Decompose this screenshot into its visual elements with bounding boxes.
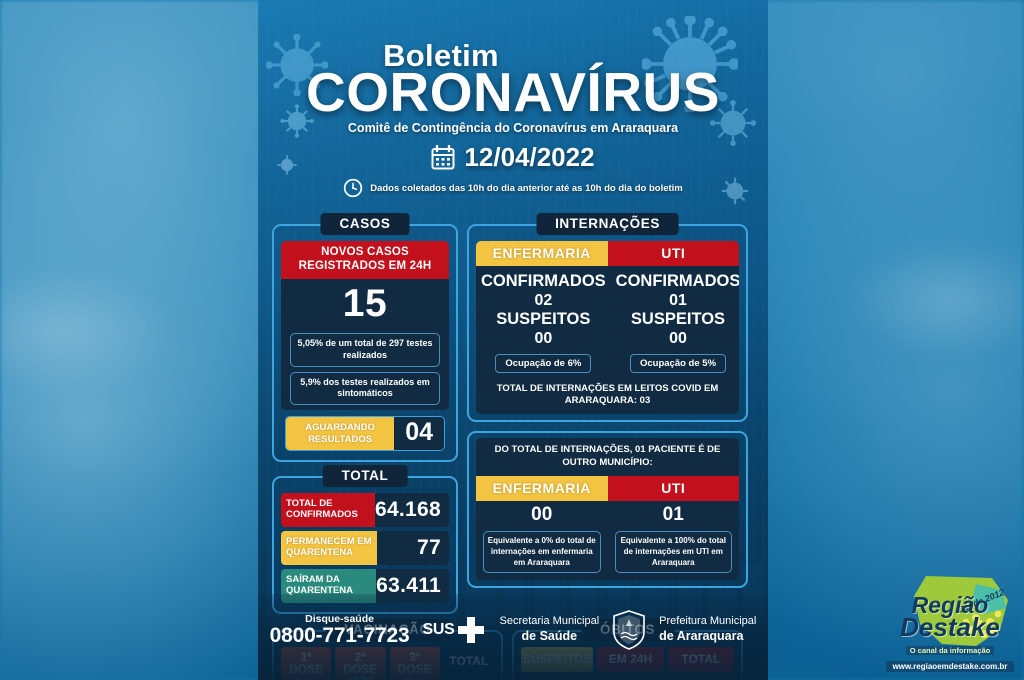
virus-icon [642, 16, 738, 112]
panel-title-casos: CASOS [320, 213, 410, 236]
enfermaria-suspeitos-value: 00 [534, 330, 553, 348]
outro-municipio-note: DO TOTAL DE INTERNAÇÕES, 01 PACIENTE É D… [494, 444, 721, 468]
table-row: TOTAL DE CONFIRMADOS 64.168 [281, 493, 449, 527]
sus-logo: SUS [422, 615, 486, 645]
panel-internacoes: INTERNAÇÕES ENFERMARIA UTI CONFIRMADOS 0… [467, 213, 748, 423]
outro-enfermaria-pill: Equivalente a 0% do total de internações… [483, 530, 601, 574]
awaiting-results-value: 04 [394, 417, 444, 451]
panel-title-internacoes: INTERNAÇÕES [536, 213, 679, 236]
internacoes-inner: ENFERMARIA UTI CONFIRMADOS 02 SUSPEITOS … [476, 241, 739, 415]
outro-municipio-headers: ENFERMARIA UTI [476, 475, 739, 501]
panel-casos: CASOS NOVOS CASOS REGISTRADOS EM 24H 15 … [272, 213, 458, 463]
virus-icon [721, 177, 749, 205]
internacoes-body: CONFIRMADOS 02 SUSPEITOS 00 Ocupação de … [476, 266, 739, 379]
collection-note-row: Dados coletados das 10h do dia anterior … [258, 178, 768, 198]
enfermaria-stats: CONFIRMADOS 02 SUSPEITOS 00 Ocupação de … [476, 266, 611, 379]
disque-saude-label: Disque-saúde [305, 612, 374, 625]
bulletin-poster: Boletim CORONAVÍRUS Comitê de Contingênc… [258, 0, 768, 680]
logo-url[interactable]: www.regiaoemdestake.com.br [886, 661, 1014, 672]
uti-ocupacao: Ocupação de 5% [629, 353, 727, 373]
outro-enfermaria-header: ENFERMARIA [476, 475, 608, 501]
enfermaria-suspeitos-label: SUSPEITOS [496, 310, 591, 329]
virus-icon [266, 34, 328, 96]
secretaria-line2: de Saúde [521, 629, 578, 643]
secretaria-line1: Secretaria Municipal [499, 615, 600, 628]
collection-note: Dados coletados das 10h do dia anterior … [370, 182, 683, 194]
panel-outro-municipio: DO TOTAL DE INTERNAÇÕES, 01 PACIENTE É D… [467, 431, 748, 589]
enfermaria-confirmados-value: 02 [534, 292, 553, 310]
outro-enfermaria-value: 00 [531, 503, 553, 525]
uti-header: UTI [607, 241, 739, 267]
internacoes-total-note: TOTAL DE INTERNAÇÕES EM LEITOS COVID EM … [496, 382, 719, 406]
logo-line2: Destake [900, 612, 1000, 643]
uti-confirmados-value: 01 [669, 292, 687, 310]
casos-pill-tests: 5,05% de um total de 297 testes realizad… [290, 333, 440, 367]
virus-icon [710, 100, 756, 146]
outro-uti-header: UTI [607, 475, 739, 501]
prefeitura-araraquara: Prefeitura Municipal de Araraquara [659, 615, 756, 645]
total-confirmados-label: TOTAL DE CONFIRMADOS [281, 493, 375, 527]
uti-stats: CONFIRMADOS 01 SUSPEITOS 00 Ocupação de … [611, 266, 739, 379]
disque-saude: Disque-saúde 0800-771-7723 [270, 613, 410, 648]
logo-wordmark: Região Destake O canal da informação [880, 591, 1020, 658]
awaiting-results-label: AGUARDANDO RESULTADOS [286, 417, 395, 451]
table-row: PERMANECEM EM QUARENTENA 77 [281, 530, 449, 565]
logo-tagline: O canal da informação [905, 646, 995, 655]
enfermaria-ocupacao: Ocupação de 6% [495, 353, 592, 373]
outro-municipio-inner: DO TOTAL DE INTERNAÇÕES, 01 PACIENTE É D… [476, 438, 739, 581]
outro-uti-pill: Equivalente a 100% do total de internaçõ… [614, 530, 732, 574]
casos-inner: NOVOS CASOS REGISTRADOS EM 24H 15 5,05% … [281, 241, 449, 411]
clock-icon [344, 179, 363, 198]
outro-uti-col: 01 Equivalente a 100% do total de intern… [608, 501, 740, 580]
poster-footer: Disque-saúde 0800-771-7723 SUS Secretari… [258, 594, 768, 680]
virus-icon [280, 104, 314, 138]
regiao-destake-logo[interactable]: Desde 2012 Região Destake O canal da inf… [880, 574, 1020, 678]
state-map-icon [914, 576, 1008, 646]
new-cases-label: NOVOS CASOS REGISTRADOS EM 24H [281, 241, 449, 280]
panel-title-total: TOTAL [322, 465, 408, 488]
prefeitura-line2: de Araraquara [659, 629, 744, 643]
virus-icon [277, 155, 297, 175]
medical-cross-icon [458, 617, 485, 643]
bulletin-date: 12/04/2022 [464, 142, 595, 173]
uti-suspeitos-label: SUSPEITOS [630, 310, 726, 329]
calendar-icon [431, 145, 455, 170]
outro-municipio-body: 00 Equivalente a 0% do total de internaç… [476, 501, 739, 580]
poster-header: Boletim CORONAVÍRUS Comitê de Contingênc… [258, 0, 768, 198]
stats-row-top: CASOS NOVOS CASOS REGISTRADOS EM 24H 15 … [272, 210, 754, 614]
total-sairam-value: 63.411 [376, 573, 441, 597]
uti-confirmados-label: CONFIRMADOS [615, 272, 739, 291]
outro-uti-value: 01 [662, 503, 684, 525]
secretaria-saude: Secretaria Municipal de Saúde [499, 615, 599, 645]
casos-pill-symptomatic: 5,9% dos testes realizados em sintomátic… [290, 371, 440, 406]
prefeitura-line1: Prefeitura Municipal [659, 615, 757, 628]
enfermaria-confirmados-label: CONFIRMADOS [481, 272, 606, 291]
uti-suspeitos-value: 00 [669, 330, 687, 348]
header-kicker: Boletim [383, 38, 499, 73]
enfermaria-header: ENFERMARIA [476, 241, 608, 267]
logo-line1: Região [911, 591, 989, 618]
outro-enfermaria-col: 00 Equivalente a 0% do total de internaç… [476, 501, 608, 580]
awaiting-results-row: AGUARDANDO RESULTADOS 04 [285, 416, 445, 452]
total-quarentena-label: PERMANECEM EM QUARENTENA [281, 530, 377, 565]
total-confirmados-value: 64.168 [374, 498, 441, 522]
disque-saude-number: 0800-771-7723 [269, 623, 410, 647]
sus-label: SUS [422, 621, 455, 638]
city-crest-icon [613, 610, 645, 650]
date-row: 12/04/2022 [258, 142, 768, 173]
internacoes-headers: ENFERMARIA UTI [476, 241, 739, 267]
total-quarentena-value: 77 [417, 535, 441, 559]
header-subtitle: Comitê de Contingência do Coronavírus em… [347, 121, 679, 136]
new-cases-value: 15 [342, 282, 388, 326]
page-title: CORONAVÍRUS [306, 61, 720, 123]
